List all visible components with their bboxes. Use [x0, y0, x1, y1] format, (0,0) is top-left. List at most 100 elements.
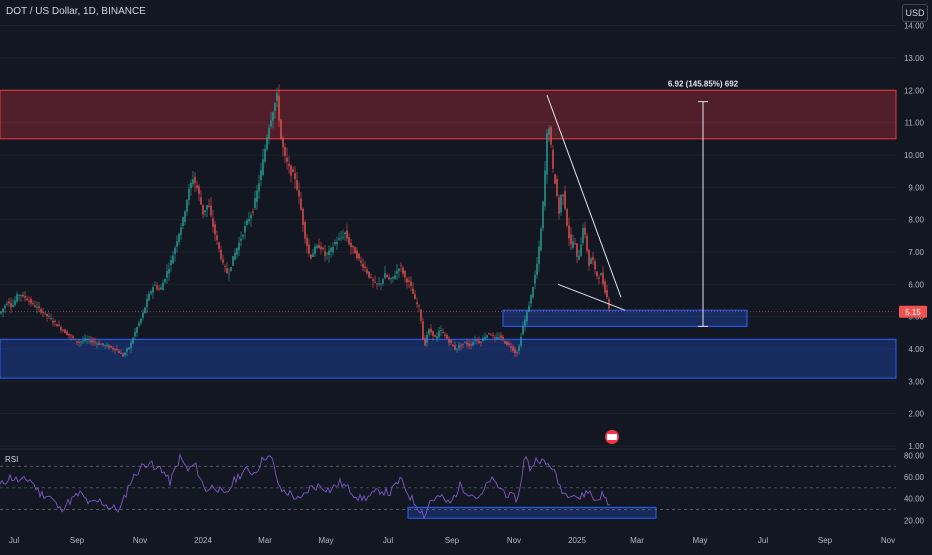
- candle-body: [80, 341, 82, 343]
- candle-body: [522, 326, 524, 335]
- candle-body: [46, 313, 48, 317]
- candle-body: [88, 338, 90, 340]
- candle-body: [2, 308, 4, 313]
- rsi-axis[interactable]: 20.00 40.00 60.00 80.00: [904, 451, 925, 525]
- candle-body: [386, 274, 388, 278]
- candle-body: [138, 322, 140, 326]
- last-price-badge-bg: [899, 305, 927, 318]
- candle-body: [466, 342, 468, 345]
- candle-body: [340, 237, 342, 239]
- candle-body: [514, 349, 516, 354]
- time-tick-label: Jul: [758, 536, 768, 545]
- price-tick-label: 10.00: [904, 151, 925, 160]
- candle-body: [240, 238, 242, 241]
- candle-body: [228, 273, 230, 275]
- time-tick-label: Sep: [818, 536, 833, 545]
- candle-body: [564, 191, 566, 209]
- candle-body: [332, 246, 334, 253]
- rsi-tick-label: 60.00: [904, 473, 925, 482]
- candle-body: [338, 238, 340, 240]
- candle-body: [206, 205, 208, 210]
- candle-body: [336, 242, 338, 245]
- candle-body: [554, 174, 556, 184]
- candle-body: [204, 210, 206, 212]
- candle-body: [432, 330, 434, 336]
- candle-body: [506, 341, 508, 345]
- candle-body: [482, 338, 484, 341]
- candle-body: [128, 347, 130, 350]
- event-flag-icon[interactable]: [605, 430, 619, 444]
- candle-body: [50, 318, 52, 320]
- candle-body: [586, 235, 588, 251]
- lower-trendline[interactable]: [557, 283, 626, 311]
- time-axis[interactable]: Jul Sep Nov 2024 Mar May Jul Sep Nov 2025 Mar May Ju…: [9, 536, 895, 545]
- candle-body: [272, 112, 274, 121]
- candle-body: [496, 337, 498, 339]
- time-tick-label: Mar: [258, 536, 272, 545]
- candle-body: [604, 281, 606, 293]
- candle-body: [532, 287, 534, 298]
- rsi-tick-label: 80.00: [904, 451, 925, 460]
- candle-body: [388, 277, 390, 280]
- candle-body: [70, 335, 72, 337]
- candle-body: [266, 137, 268, 150]
- candle-body: [202, 204, 204, 215]
- candle-body: [166, 271, 168, 278]
- candle-body: [24, 295, 26, 298]
- candle-body: [104, 345, 106, 347]
- candle-body: [76, 341, 78, 343]
- candle-body: [556, 179, 558, 196]
- candle-body: [222, 259, 224, 263]
- candle-body: [140, 318, 142, 323]
- candle-body: [308, 244, 310, 254]
- candle-body: [462, 343, 464, 345]
- support-zone-large[interactable]: [0, 338, 897, 379]
- price-tick-label: 1.00: [908, 442, 924, 451]
- candle-body: [224, 266, 226, 267]
- candle-body: [156, 285, 158, 289]
- rsi-highlight-box[interactable]: [407, 506, 657, 519]
- resistance-zone[interactable]: [0, 89, 897, 140]
- price-tick-label: 14.00: [904, 22, 925, 31]
- candle-body: [10, 303, 12, 307]
- candle-body: [602, 272, 604, 284]
- candle-body: [162, 282, 164, 291]
- candle-body: [130, 342, 132, 349]
- candle-body: [578, 255, 580, 260]
- candle-body: [52, 320, 54, 323]
- candle-body: [398, 268, 400, 272]
- drawings-layer: 6.92 (145.85%) 692: [0, 80, 896, 327]
- currency-button[interactable]: USD: [902, 4, 928, 22]
- candle-body: [446, 334, 448, 339]
- candle-body: [360, 260, 362, 263]
- candle-body: [144, 307, 146, 314]
- candle-body: [456, 348, 458, 350]
- candle-body: [66, 331, 68, 335]
- support-zone-small[interactable]: [502, 309, 748, 327]
- candle-body: [126, 348, 128, 352]
- candle-body: [542, 201, 544, 229]
- candle-body: [164, 279, 166, 283]
- candle-body: [530, 294, 532, 304]
- candle-body: [106, 345, 108, 347]
- candle-body: [232, 256, 234, 266]
- candle-body: [480, 341, 482, 343]
- candle-body: [384, 272, 386, 279]
- upper-trendline[interactable]: [546, 94, 622, 298]
- candle-body: [252, 211, 254, 213]
- candle-body: [116, 349, 118, 351]
- candle-body: [170, 260, 172, 265]
- candle-body: [498, 337, 500, 339]
- time-tick-label: Sep: [445, 536, 460, 545]
- zones-layer: [0, 89, 897, 379]
- candle-body: [454, 345, 456, 350]
- rsi-pane: [0, 452, 896, 520]
- candle-body: [452, 344, 454, 347]
- candle-body: [102, 343, 104, 346]
- candle-body: [594, 261, 596, 270]
- candle-body: [534, 274, 536, 284]
- candle-body: [580, 244, 582, 257]
